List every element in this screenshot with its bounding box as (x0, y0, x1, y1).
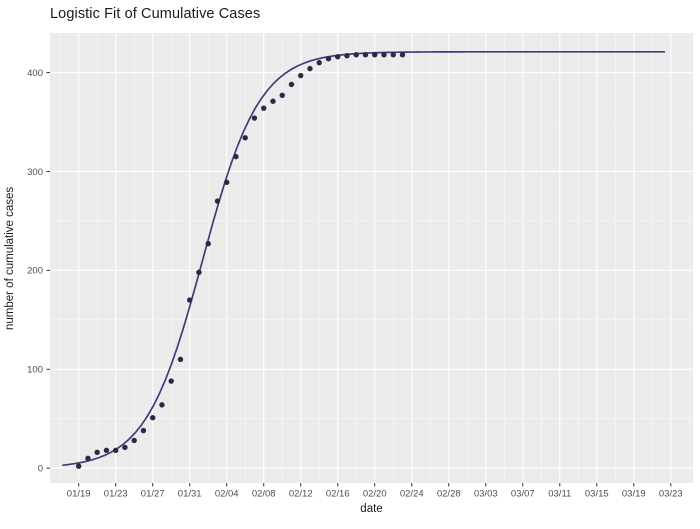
data-point (381, 52, 387, 58)
data-point (75, 463, 82, 469)
x-tick-label: 01/23 (104, 489, 128, 500)
data-point (159, 402, 165, 408)
data-point (362, 52, 369, 58)
data-point (344, 53, 350, 59)
data-point (242, 135, 248, 141)
data-point (288, 81, 295, 88)
x-tick-label: 02/20 (363, 489, 387, 500)
x-tick-label: 02/12 (289, 489, 313, 500)
data-point (177, 356, 184, 363)
chart-title: Logistic Fit of Cumulative Cases (50, 6, 261, 22)
x-tick-label: 02/08 (252, 489, 276, 500)
x-tick-label: 03/11 (548, 489, 571, 500)
data-point (168, 378, 174, 384)
data-point (149, 415, 156, 421)
data-point (390, 52, 396, 58)
data-point (335, 54, 341, 60)
data-point (122, 444, 128, 451)
x-tick-label: 03/19 (622, 489, 646, 500)
x-tick-label: 02/16 (326, 489, 350, 500)
data-point (214, 198, 221, 204)
x-tick-label: 02/28 (437, 489, 461, 500)
data-point (325, 56, 332, 62)
data-point (316, 59, 322, 66)
data-point (94, 449, 100, 456)
x-tick-label: 01/27 (141, 489, 165, 500)
y-tick-label: 400 (27, 68, 43, 79)
x-tick-label: 02/04 (215, 489, 239, 500)
data-point (298, 72, 304, 79)
data-point (224, 179, 230, 186)
data-point (399, 52, 406, 58)
x-tick-label: 01/19 (67, 489, 91, 500)
data-point (112, 447, 119, 454)
data-point (103, 447, 110, 454)
panel-background (50, 33, 693, 483)
x-tick-label: 02/24 (400, 489, 424, 500)
data-point (85, 455, 91, 461)
data-point (372, 52, 378, 58)
data-point (353, 52, 359, 58)
data-point (196, 269, 202, 276)
data-point (307, 65, 313, 72)
x-axis-title: date (360, 503, 383, 515)
y-tick-label: 300 (27, 167, 43, 178)
x-tick-label: 03/23 (659, 489, 683, 500)
x-tick-label: 03/03 (474, 489, 498, 500)
data-point (131, 437, 137, 444)
x-tick-label: 03/15 (585, 489, 609, 500)
data-point (140, 427, 147, 434)
data-point (251, 115, 258, 121)
y-tick-label: 100 (27, 365, 43, 376)
x-tick-label: 01/31 (178, 489, 202, 500)
x-tick-label: 03/07 (511, 489, 535, 500)
data-point (205, 240, 211, 247)
data-point (261, 105, 267, 111)
y-tick-label: 0 (38, 463, 43, 474)
data-point (270, 98, 276, 104)
data-point (233, 153, 239, 160)
data-point (187, 297, 193, 303)
y-tick-label: 200 (27, 266, 43, 277)
data-point (279, 92, 285, 99)
